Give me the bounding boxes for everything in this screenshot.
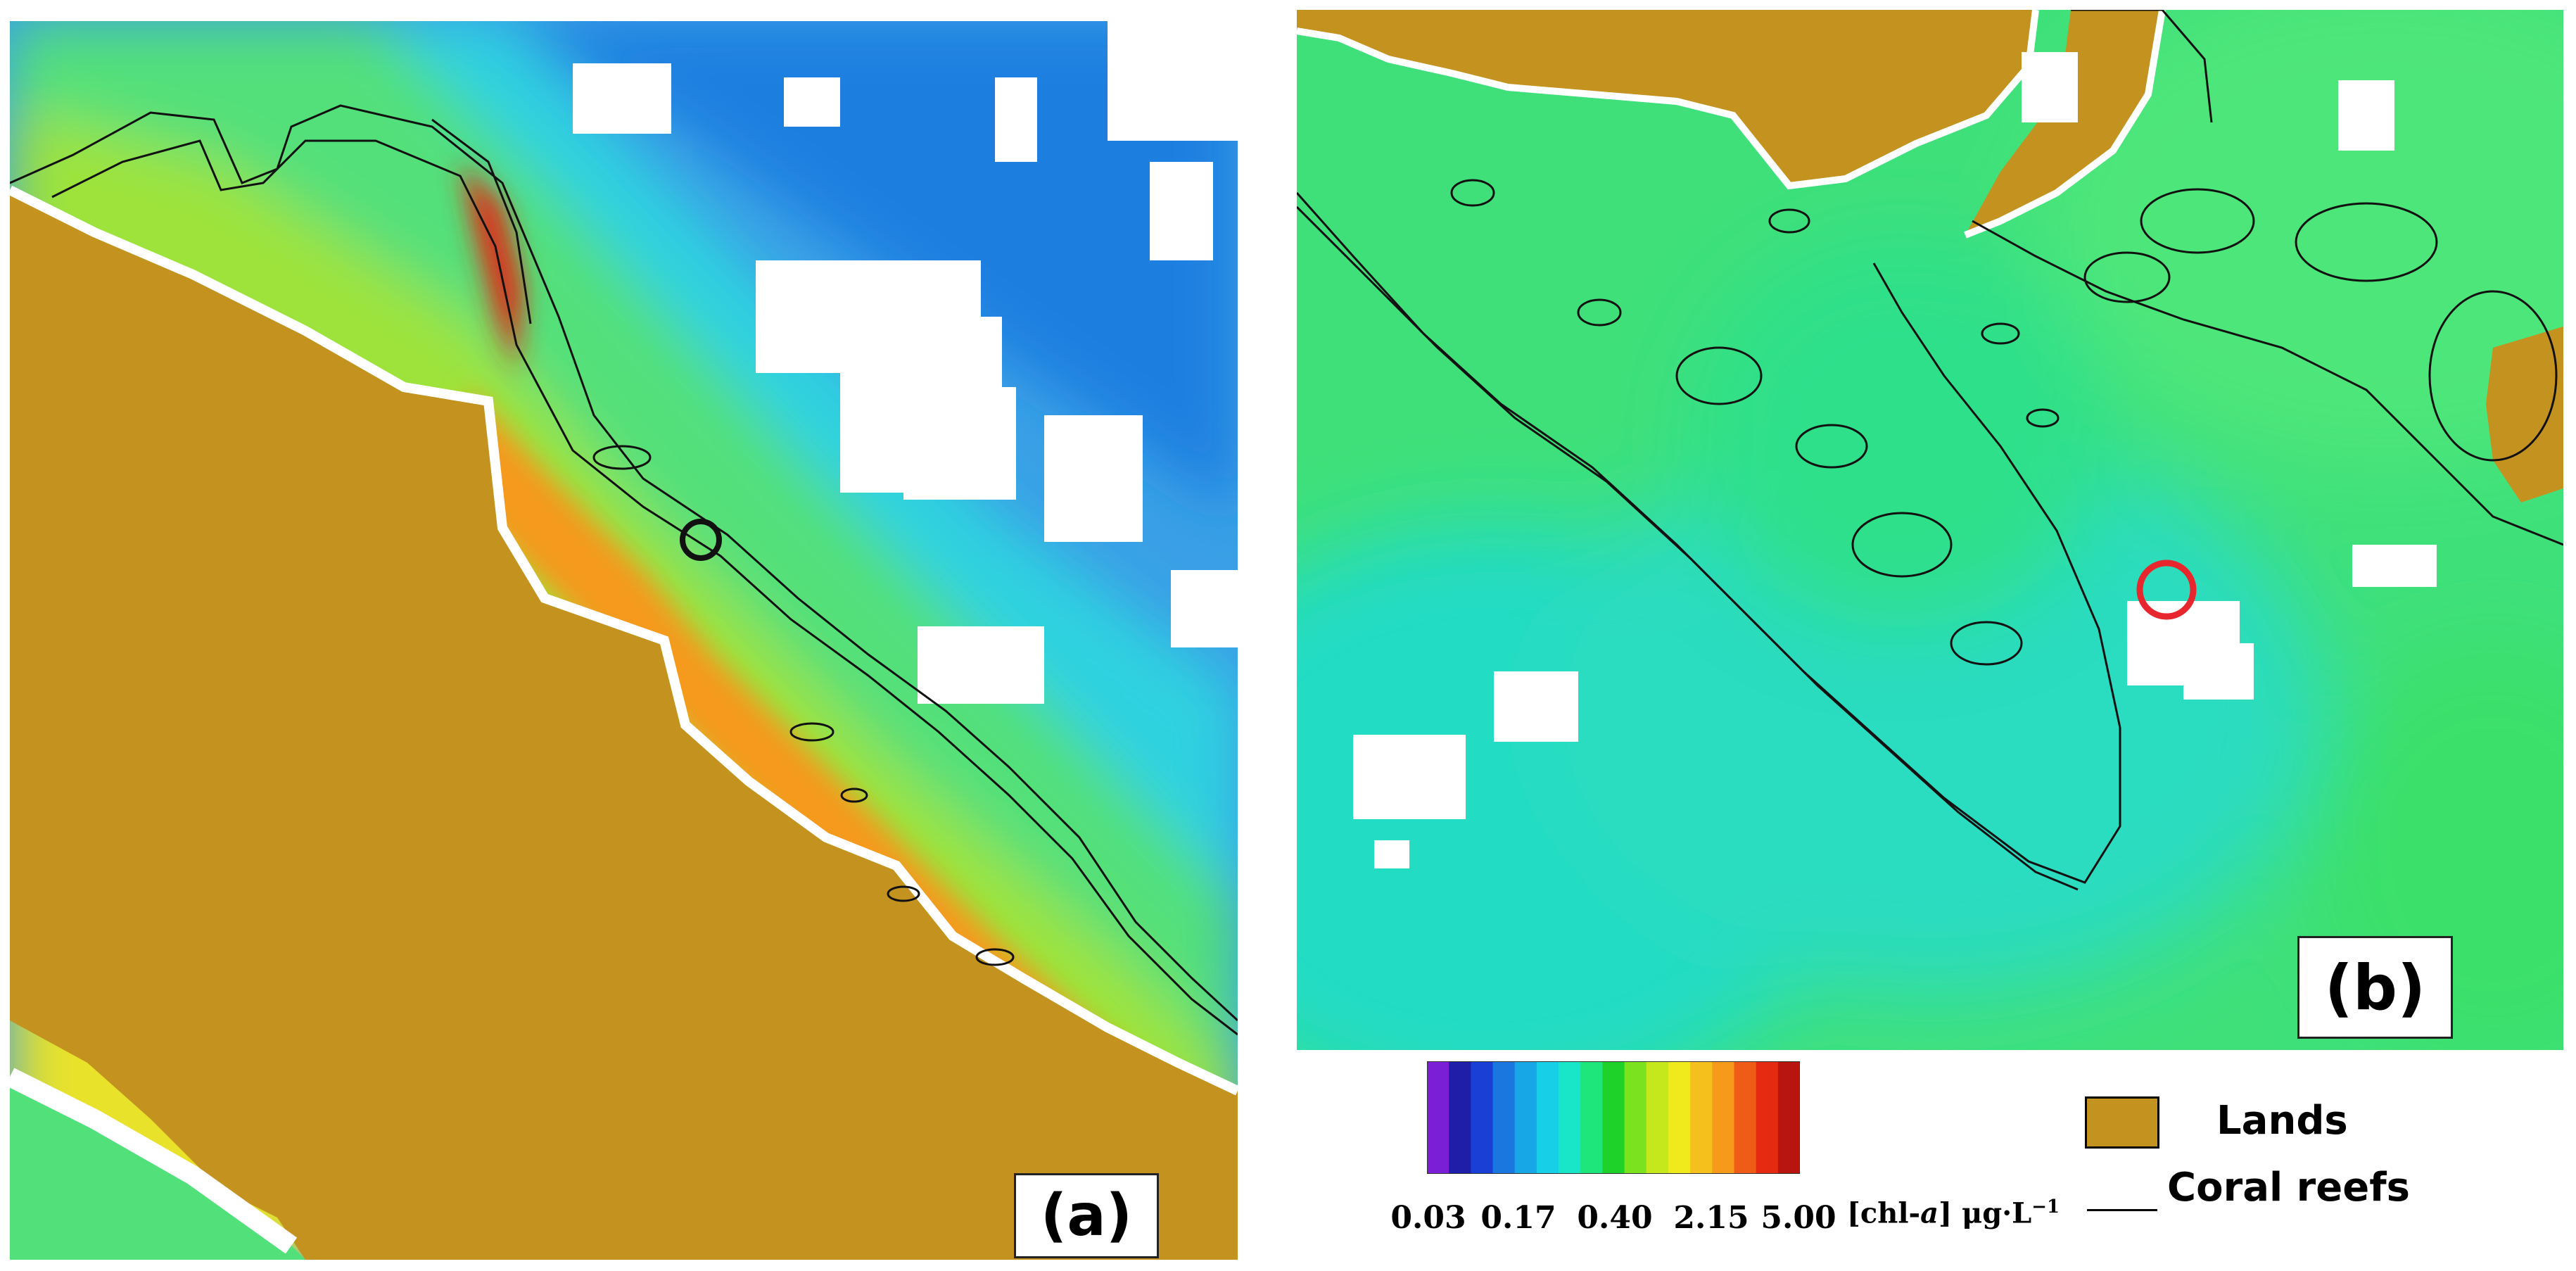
legend-reefs-label: Coral reefs <box>2167 1165 2410 1210</box>
colorbar-segment <box>1646 1061 1669 1174</box>
colorbar-segment <box>1668 1061 1691 1174</box>
map-panel-b: (b) <box>1297 10 2563 1050</box>
panel-label-a: (a) <box>1014 1173 1159 1258</box>
colorbar-tick-label: 2.15 <box>1673 1200 1749 1236</box>
coastal-fringe <box>10 185 1238 1096</box>
colorbar-segment <box>1734 1061 1757 1174</box>
legend-lands-label: Lands <box>2216 1098 2348 1144</box>
water-cyan-center <box>1536 432 2324 995</box>
colorbar-tick-label: 0.03 <box>1390 1200 1466 1236</box>
no-data-patches <box>1353 52 2437 868</box>
colorbar-segment <box>1536 1061 1559 1174</box>
colorbar-segment <box>1690 1061 1713 1174</box>
site-marker-b <box>2136 559 2197 620</box>
reef-red-strip <box>460 162 524 373</box>
map-panel-a: (a) <box>10 21 1238 1260</box>
water-deep-blue <box>502 21 1238 514</box>
colorbar <box>1427 1061 1800 1174</box>
colorbar-segment <box>1712 1061 1734 1174</box>
coral-reef-outlines <box>10 104 1238 1036</box>
legend-reef-line <box>2087 1209 2157 1211</box>
colorbar-segment <box>1492 1061 1516 1174</box>
legend-land-swatch <box>2085 1096 2159 1149</box>
lower-left-shore <box>10 1068 298 1254</box>
no-data-patches <box>573 21 1238 704</box>
colorbar-segment <box>1777 1061 1800 1174</box>
colorbar-segment <box>1624 1061 1647 1174</box>
colorbar-segment <box>1427 1061 1449 1174</box>
chl-a-map-b <box>1297 10 2563 1050</box>
chl-a-map-a <box>10 21 1238 1260</box>
water-lagoon <box>1691 235 2113 629</box>
site-marker-a <box>680 519 722 561</box>
colorbar-unit-label: [chl-a] μg·L−1 <box>1847 1196 2060 1230</box>
colorbar-tick-label: 0.17 <box>1480 1200 1556 1236</box>
colorbar-segment <box>1559 1061 1581 1174</box>
coral-reef-outlines <box>1297 10 2563 891</box>
colorbar-segment <box>1756 1061 1779 1174</box>
colorbar-segment <box>1580 1061 1603 1174</box>
colorbar-segment <box>1514 1061 1537 1174</box>
shorelines <box>1297 10 2166 239</box>
colorbar-tick-label: 5.00 <box>1760 1200 1836 1236</box>
colorbar-segments <box>1427 1061 1800 1174</box>
colorbar-tick-label: 0.40 <box>1577 1200 1653 1236</box>
panel-label-b: (b) <box>2297 936 2453 1039</box>
colorbar-segment <box>1449 1061 1471 1174</box>
land-mass <box>10 190 1238 1260</box>
colorbar-segment <box>1602 1061 1625 1174</box>
colorbar-segment <box>1471 1061 1494 1174</box>
